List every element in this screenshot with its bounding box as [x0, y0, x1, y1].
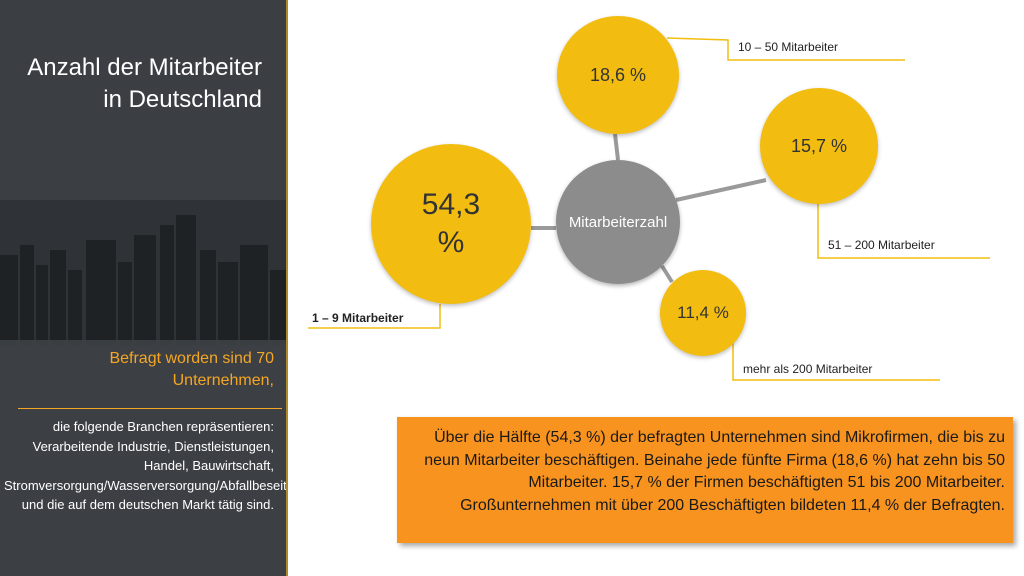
bubble-1-9: 54,3 % — [371, 144, 531, 304]
leader-line — [666, 37, 905, 61]
connector-line — [660, 264, 674, 284]
sidebar-panel: Anzahl der Mitarbeiter in Deutschland Be… — [0, 0, 288, 576]
sidebar-title: Anzahl der Mitarbeiter in Deutschland — [27, 54, 262, 113]
connector-line — [613, 133, 620, 161]
bubble-over-200: 11,4 % — [660, 270, 746, 356]
summary-box: Über die Hälfte (54,3 %) der befragten U… — [397, 417, 1013, 543]
city-skyline-image — [0, 0, 288, 576]
bubble-value: 15,7 % — [790, 135, 848, 156]
center-node-label: Mitarbeiterzahl — [568, 213, 668, 231]
bubble-value: 18,6 % — [589, 64, 647, 85]
sidebar-body-text: die folgende Branchen repräsentieren: Ve… — [4, 419, 288, 512]
bubble-51-200: 15,7 % — [760, 88, 878, 204]
sidebar-divider — [18, 408, 282, 409]
leader-line — [732, 340, 940, 381]
bubble-10-50: 18,6 % — [557, 16, 679, 134]
bubble-value: 11,4 % — [677, 303, 729, 322]
label-10-50: 10 – 50 Mitarbeiter — [738, 40, 839, 54]
leader-line — [817, 204, 990, 259]
label-1-9: 1 – 9 Mitarbeiter — [312, 311, 404, 325]
center-node: Mitarbeiterzahl — [556, 160, 680, 284]
label-over-200: mehr als 200 Mitarbeiter — [743, 362, 873, 376]
sidebar-subtitle: Befragt worden sind 70 Unternehmen, — [109, 350, 274, 389]
sidebar-edge-line — [286, 0, 288, 576]
bubble-value: 54,3 % — [421, 188, 481, 259]
connector-line — [675, 178, 767, 202]
leader-line — [308, 304, 441, 329]
label-51-200: 51 – 200 Mitarbeiter — [828, 238, 935, 252]
